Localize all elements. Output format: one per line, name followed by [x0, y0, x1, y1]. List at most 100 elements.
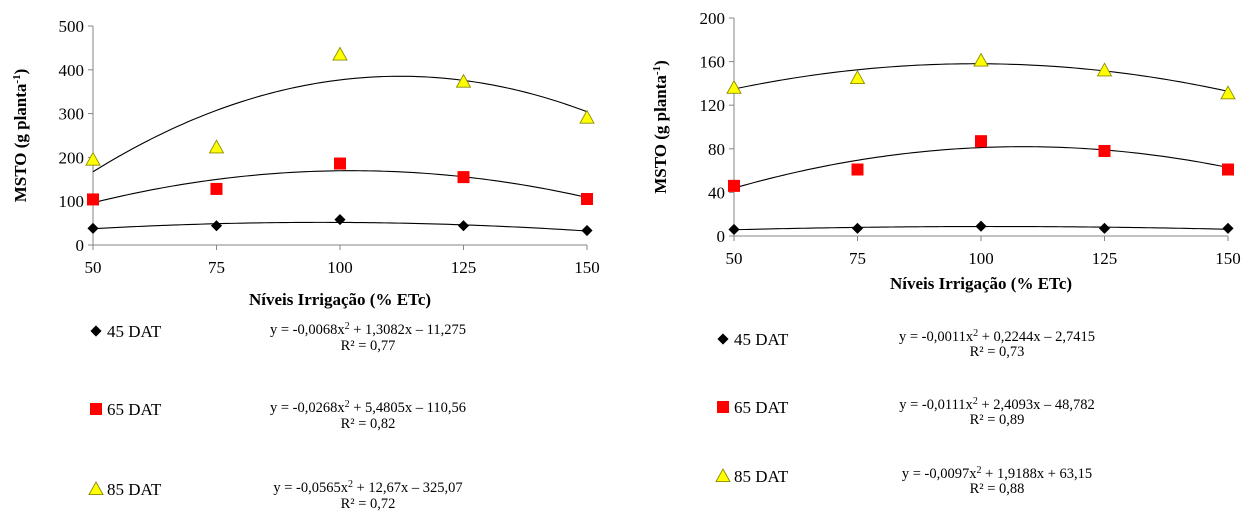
- legend-label: 65 DAT: [734, 398, 789, 417]
- data-point: [975, 220, 987, 232]
- y-axis-title-main: MSTO (g planta: [11, 83, 30, 202]
- legend-marker: [715, 468, 731, 483]
- x-tick-label: 125: [1092, 249, 1118, 268]
- y-tick-label: 0: [76, 236, 85, 255]
- y-tick-label: 160: [700, 53, 726, 72]
- x-tick-label: 50: [726, 249, 743, 268]
- x-tick-label: 100: [327, 258, 353, 277]
- data-point: [728, 223, 740, 236]
- r-squared: R² = 0,89: [970, 412, 1025, 428]
- equation-main: y = -0,0011x: [899, 329, 974, 345]
- y-axis-title-superscript: -1: [651, 66, 663, 75]
- data-point: [210, 182, 223, 195]
- equation-main: y = -0,0565x: [273, 480, 348, 496]
- equation-exponent: 2: [348, 479, 353, 490]
- legend-label: 65 DAT: [107, 400, 162, 419]
- data-point: [1098, 222, 1111, 234]
- r-squared: R² = 0,72: [341, 496, 396, 512]
- regression-equation: y = -0,0565x2 + 12,67x – 325,07: [273, 479, 462, 497]
- x-tick-label: 75: [208, 258, 225, 277]
- legend-marker: [90, 403, 102, 415]
- data-point: [334, 214, 346, 226]
- data-point: [1220, 85, 1236, 100]
- y-tick-label: 400: [59, 61, 85, 80]
- y-axis-title-close: ): [11, 69, 30, 75]
- data-point: [851, 222, 864, 234]
- legend-label: 85 DAT: [107, 480, 162, 499]
- x-tick-label: 150: [574, 258, 600, 277]
- data-point: [210, 220, 223, 232]
- x-tick-label: 100: [968, 249, 994, 268]
- data-point: [1098, 144, 1111, 157]
- equation-rest: + 5,4805x – 110,56: [350, 400, 466, 416]
- legend-label: 45 DAT: [107, 322, 162, 341]
- legend-entry: 65 DAT y = -0,0111x2 + 2,4093x – 48,782R²…: [717, 396, 1095, 428]
- series-45-dat: [728, 220, 1234, 236]
- chart-2: 0 40 80 120 160 200 50 75 100 125 150 Níveis Irriga…: [651, 9, 1241, 497]
- equation-rest: + 0,2244x – 2,7415: [978, 329, 1095, 345]
- equation-exponent: 2: [973, 396, 978, 407]
- legend-entry: 85 DAT y = -0,0565x2 + 12,67x – 325,07R² …: [88, 479, 463, 512]
- data-point: [849, 70, 866, 85]
- y-tick-label: 100: [59, 192, 85, 211]
- r-squared: R² = 0,82: [341, 416, 396, 432]
- y-tick-label: 200: [59, 148, 85, 167]
- legend-label: 45 DAT: [734, 330, 789, 349]
- legend-entry: 45 DAT y = -0,0068x2 + 1,3082x – 11,275R²…: [90, 321, 466, 354]
- y-tick-label: 80: [708, 140, 725, 159]
- regression-equation: y = -0,0097x2 + 1,9188x + 63,15: [902, 465, 1092, 483]
- y-axis-title-close: ): [651, 60, 670, 66]
- equation-rest: + 2,4093x – 48,782: [978, 397, 1095, 413]
- data-point: [457, 171, 470, 184]
- y-tick-label: 500: [59, 17, 85, 36]
- data-point: [87, 193, 99, 206]
- x-tick-label: 50: [85, 258, 102, 277]
- data-point: [726, 79, 742, 94]
- trend-line: [92, 170, 588, 204]
- data-point: [728, 179, 740, 192]
- chart-1: 0 100 200 300 400 500 50 75 100 125 150 Níveis Irri…: [11, 17, 600, 512]
- x-tick-label: 125: [451, 258, 477, 277]
- regression-equation: y = -0,0011x2 + 0,2244x – 2,7415: [899, 328, 1095, 346]
- legend-entry: 45 DAT y = -0,0011x2 + 0,2244x – 2,7415R²…: [717, 328, 1095, 360]
- data-point: [581, 193, 593, 206]
- equation-main: y = -0,0097x: [902, 466, 977, 482]
- equation-exponent: 2: [345, 321, 350, 332]
- y-axis-title-main: MSTO (g planta: [651, 75, 670, 194]
- y-axis-title: MSTO (g planta-1): [651, 60, 670, 194]
- legend-marker: [88, 481, 104, 496]
- data-point: [851, 163, 864, 176]
- data-point: [208, 139, 225, 154]
- data-point: [1096, 62, 1113, 77]
- y-tick-label: 200: [700, 9, 726, 28]
- y-axis-title-superscript: -1: [11, 74, 23, 83]
- x-axis-title: Níveis Irrigação (% ETc): [249, 290, 431, 309]
- x-axis-title: Níveis Irrigação (% ETc): [890, 274, 1072, 293]
- data-point: [975, 135, 987, 148]
- y-axis-title: MSTO (g planta-1): [11, 69, 30, 203]
- data-point: [87, 222, 99, 234]
- trend-line: [733, 146, 1229, 189]
- data-point: [455, 73, 472, 88]
- series-65-dat: [728, 135, 1234, 192]
- y-tick-label: 120: [700, 96, 726, 115]
- y-tick-label: 40: [708, 183, 725, 202]
- regression-equation: y = -0,0111x2 + 2,4093x – 48,782: [899, 396, 1095, 414]
- equation-rest: + 1,3082x – 11,275: [350, 322, 466, 338]
- legend-entry: 65 DAT y = -0,0268x2 + 5,4805x – 110,56R²…: [90, 399, 466, 432]
- equation-exponent: 2: [973, 328, 978, 339]
- legend-label: 85 DAT: [734, 467, 789, 486]
- regression-equation: y = -0,0268x2 + 5,4805x – 110,56: [270, 399, 466, 417]
- x-tick-label: 75: [849, 249, 866, 268]
- legend-marker: [717, 401, 729, 413]
- equation-rest: + 12,67x – 325,07: [353, 480, 463, 496]
- equation-exponent: 2: [345, 399, 350, 410]
- r-squared: R² = 0,73: [970, 344, 1025, 360]
- data-point: [973, 52, 989, 67]
- equation-main: y = -0,0268x: [270, 400, 345, 416]
- data-point: [332, 46, 348, 61]
- r-squared: R² = 0,77: [341, 338, 396, 354]
- data-point: [334, 157, 346, 170]
- equation-exponent: 2: [977, 465, 982, 476]
- equation-main: y = -0,0111x: [899, 397, 973, 413]
